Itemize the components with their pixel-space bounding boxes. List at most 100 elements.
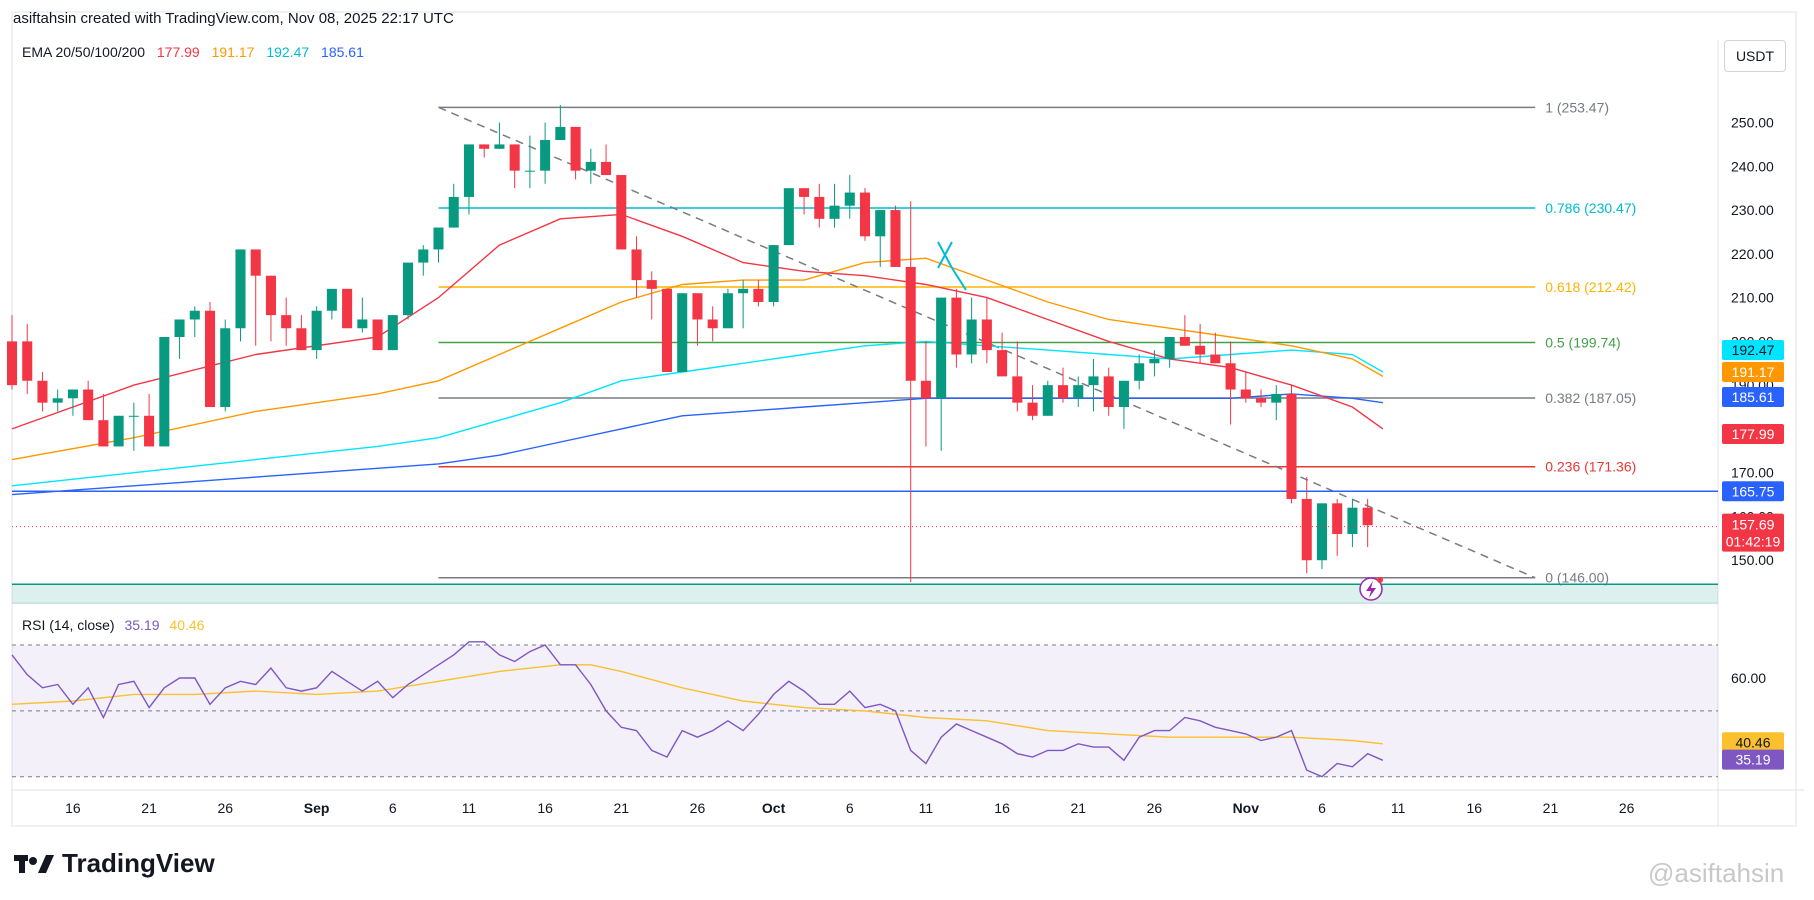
last-price-tag: 157.69 (1732, 517, 1775, 533)
cross-marker-tail (951, 267, 967, 291)
candle-body (159, 337, 170, 447)
rsi-legend[interactable]: RSI (14, close) 35.19 40.46 (22, 617, 210, 633)
rsi-ma-value: 40.46 (169, 617, 205, 633)
candle-body (997, 350, 1008, 377)
rsi-price-tag: 40.46 (1735, 734, 1770, 750)
level-price-tag: 165.75 (1732, 483, 1775, 499)
x-tick-label: 21 (1543, 800, 1559, 816)
candle-body (342, 288, 353, 329)
candle-body (1271, 393, 1282, 403)
candle-body (372, 319, 383, 351)
candle-body (98, 420, 109, 447)
x-tick-label: 6 (846, 800, 854, 816)
x-tick-label: 16 (537, 800, 553, 816)
candle-body (479, 144, 490, 149)
candle-body (67, 389, 78, 399)
ema-legend[interactable]: EMA 20/50/100/200 177.99 191.17 192.47 1… (22, 44, 372, 60)
candle-body (981, 319, 992, 351)
candle-body (585, 161, 596, 171)
ema-price-tag-bg (1722, 340, 1784, 360)
lightning-icon (1366, 581, 1376, 598)
ema-price-tag: 185.61 (1732, 389, 1775, 405)
x-tick-label: 26 (1619, 800, 1635, 816)
candle-body (128, 415, 139, 417)
candle-body (1103, 376, 1114, 408)
candle-body (1149, 358, 1160, 364)
candle-body (951, 297, 962, 355)
candle-body (52, 398, 63, 403)
x-tick-label: 16 (1466, 800, 1482, 816)
x-tick-label: Oct (762, 800, 786, 816)
y-tick-label: 240.00 (1731, 158, 1774, 174)
candle-body (220, 328, 231, 408)
candle-body (1118, 380, 1129, 408)
x-tick-label: Nov (1233, 800, 1260, 816)
candle-body (677, 293, 688, 373)
candle-body (403, 262, 414, 316)
candle-body (281, 315, 292, 329)
candle-body (265, 275, 276, 316)
ema20-line (11, 213, 1384, 430)
candle-body (1362, 507, 1373, 526)
rsi-value: 35.19 (124, 617, 160, 633)
tradingview-logo[interactable]: TradingView (14, 848, 215, 879)
author-watermark: @asiftahsin (1648, 858, 1785, 888)
x-tick-label: 21 (1070, 800, 1086, 816)
x-tick-label: 11 (462, 800, 477, 816)
candle-body (966, 319, 977, 355)
fib-level-label: 0 (146.00) (1545, 570, 1609, 586)
candle-body (783, 188, 794, 246)
candle-body (1195, 345, 1206, 355)
candle-body (144, 415, 155, 447)
candle-body (753, 288, 764, 302)
candle-body (250, 249, 261, 276)
y-tick-label: 230.00 (1731, 202, 1774, 218)
y-tick-label: 250.00 (1731, 115, 1774, 131)
y-tick-label: 220.00 (1731, 246, 1774, 262)
ema50-line (11, 257, 1384, 461)
candle-body (174, 319, 185, 337)
candle-body (1088, 376, 1099, 386)
candle-body (1286, 393, 1297, 499)
support-zone (12, 584, 1718, 604)
candle-body (768, 245, 779, 302)
candle-body (37, 380, 48, 403)
x-tick-label: 21 (141, 800, 157, 816)
candle-body (433, 227, 444, 250)
candle-body (1316, 503, 1327, 561)
x-tick-label: 26 (1147, 800, 1163, 816)
candle-body (1179, 337, 1190, 346)
candle-body (540, 140, 551, 171)
candle-body (357, 319, 368, 329)
candle-body (189, 310, 200, 320)
candle-body (829, 205, 840, 219)
fib-level-label: 0.786 (230.47) (1545, 200, 1636, 216)
candle-body (387, 315, 398, 351)
candle-body (524, 170, 535, 172)
candle-body (1042, 385, 1053, 416)
candle-body (905, 266, 916, 381)
tradingview-logo-text: TradingView (62, 848, 215, 878)
candle-body (113, 415, 124, 447)
fib-level-label: 0.236 (171.36) (1545, 459, 1636, 475)
candle-body (1134, 363, 1145, 381)
candle-body (326, 288, 337, 311)
y-tick-label: 210.00 (1731, 290, 1774, 306)
candle-body (448, 196, 459, 228)
x-tick-label: 26 (690, 800, 706, 816)
candle-body (6, 341, 18, 386)
rsi-y-tick-label: 60.00 (1731, 670, 1766, 686)
candle-body (509, 144, 520, 171)
candle-body (1256, 398, 1267, 403)
candle-body (692, 293, 703, 320)
candle-body (616, 175, 627, 250)
candle-body (936, 297, 947, 399)
currency-selector[interactable]: USDT (1724, 40, 1786, 72)
candle-body (1012, 376, 1023, 403)
candle-body (890, 210, 901, 267)
rsi-legend-label: RSI (14, close) (22, 617, 115, 633)
candle-body (722, 293, 733, 329)
candle-body (555, 126, 566, 141)
fib-level-label: 1 (253.47) (1545, 99, 1609, 115)
